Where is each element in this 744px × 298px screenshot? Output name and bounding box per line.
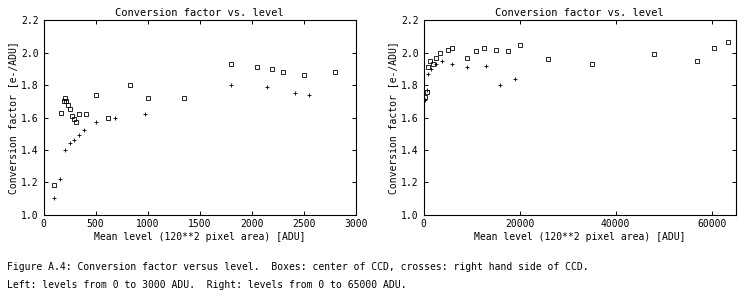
Text: Figure A.4: Conversion factor versus level.  Boxes: center of CCD, crosses: righ: Figure A.4: Conversion factor versus lev… (7, 262, 589, 272)
Text: Left: levels from 0 to 3000 ADU.  Right: levels from 0 to 65000 ADU.: Left: levels from 0 to 3000 ADU. Right: … (7, 280, 407, 290)
X-axis label: Mean level (120**2 pixel area) [ADU]: Mean level (120**2 pixel area) [ADU] (474, 232, 685, 242)
Title: Conversion factor vs. level: Conversion factor vs. level (496, 8, 664, 18)
Y-axis label: Conversion factor [e-/ADU]: Conversion factor [e-/ADU] (388, 41, 398, 194)
Title: Conversion factor vs. level: Conversion factor vs. level (115, 8, 284, 18)
X-axis label: Mean level (120**2 pixel area) [ADU]: Mean level (120**2 pixel area) [ADU] (94, 232, 305, 242)
Y-axis label: Conversion factor [e-/ADU]: Conversion factor [e-/ADU] (8, 41, 19, 194)
